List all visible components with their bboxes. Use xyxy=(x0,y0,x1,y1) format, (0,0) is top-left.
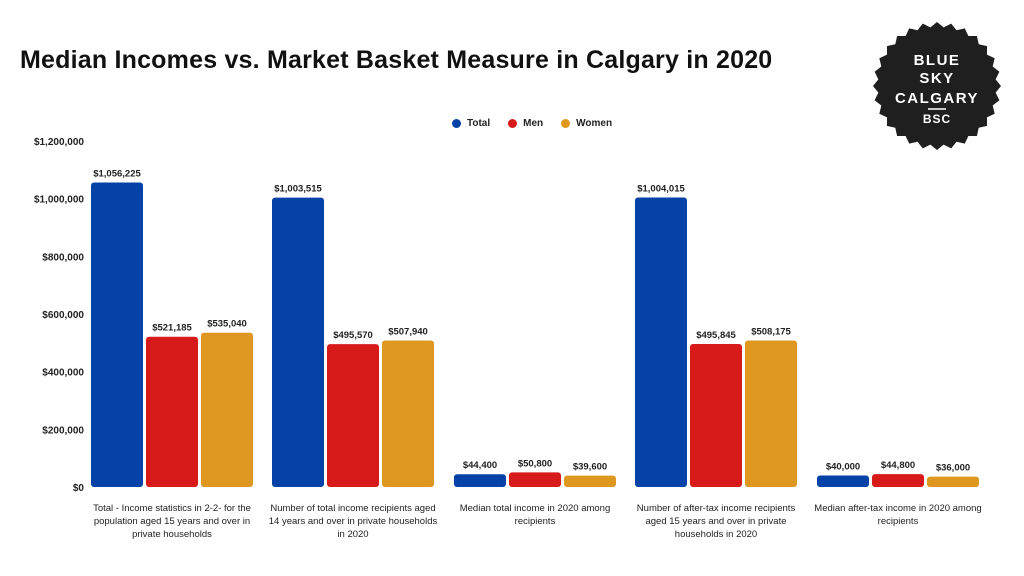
logo-text-bsc: BSC xyxy=(923,112,951,126)
y-tick-label: $200,000 xyxy=(42,425,84,436)
data-label-women: $36,000 xyxy=(936,463,970,474)
bar-total xyxy=(817,475,869,487)
data-label-men: $495,845 xyxy=(696,330,736,341)
data-label-total: $1,003,515 xyxy=(274,184,322,195)
category-label: Number of after-tax income recipients ag… xyxy=(636,503,796,540)
legend-label-men: Men xyxy=(523,118,544,129)
bar-total xyxy=(272,197,324,487)
logo-text-sky: SKY xyxy=(919,70,954,87)
y-tick-label: $1,000,000 xyxy=(34,195,84,206)
bar-men xyxy=(690,344,742,487)
data-label-total: $44,400 xyxy=(463,460,497,471)
category-label: Median after-tax income in 2020 among re… xyxy=(814,503,982,527)
data-label-women: $507,940 xyxy=(388,327,428,338)
data-label-men: $44,800 xyxy=(881,460,915,471)
category-label: Number of total income recipients aged 1… xyxy=(268,503,438,540)
logo-badge xyxy=(873,22,1001,150)
y-tick-label: $400,000 xyxy=(42,368,84,379)
data-label-men: $495,570 xyxy=(333,330,373,341)
data-label-men: $50,800 xyxy=(518,458,552,469)
bar-total xyxy=(91,182,143,487)
bar-women xyxy=(382,340,434,487)
legend-swatch-women xyxy=(561,119,571,128)
data-label-total: $1,004,015 xyxy=(637,184,685,195)
data-label-women: $508,175 xyxy=(751,326,791,337)
legend-item-women: Women xyxy=(561,118,612,129)
category-label: Total - Income statistics in 2-2- for th… xyxy=(93,503,251,540)
y-tick-label: $1,200,000 xyxy=(34,137,84,148)
logo-text-calgary: CALGARY xyxy=(895,90,979,107)
legend-label-women: Women xyxy=(576,118,613,129)
legend-item-men: Men xyxy=(508,118,543,129)
legend-swatch-total xyxy=(452,119,461,128)
bar-men xyxy=(146,336,198,487)
bar-men xyxy=(509,472,561,487)
bar-women xyxy=(564,475,616,487)
legend-swatch-men xyxy=(508,119,518,128)
chart-title: Median Incomes vs. Market Basket Measure… xyxy=(20,46,773,74)
data-label-women: $535,040 xyxy=(207,319,247,330)
y-tick-label: $600,000 xyxy=(42,310,84,321)
bar-men xyxy=(872,474,924,487)
y-tick-label: $0 xyxy=(73,483,85,494)
category-label: Median total income in 2020 among recipi… xyxy=(459,503,611,527)
y-tick-label: $800,000 xyxy=(42,252,84,263)
bar-total xyxy=(635,197,687,487)
bar-women xyxy=(745,340,797,487)
data-label-total: $40,000 xyxy=(826,461,860,472)
bar-women xyxy=(201,332,253,487)
bar-women xyxy=(927,476,979,487)
legend-label-total: Total xyxy=(467,118,491,129)
blue-sky-calgary-logo: BLUE SKY CALGARY BSC xyxy=(873,22,1001,150)
logo-text-blue: BLUE xyxy=(914,52,961,69)
data-label-men: $521,185 xyxy=(152,323,192,334)
bar-total xyxy=(454,474,506,487)
data-label-total: $1,056,225 xyxy=(93,168,141,179)
data-label-women: $39,600 xyxy=(573,462,607,473)
bar-men xyxy=(327,344,379,487)
legend-item-total: Total xyxy=(452,118,490,129)
chart-legend: Total Men Women xyxy=(452,118,612,129)
